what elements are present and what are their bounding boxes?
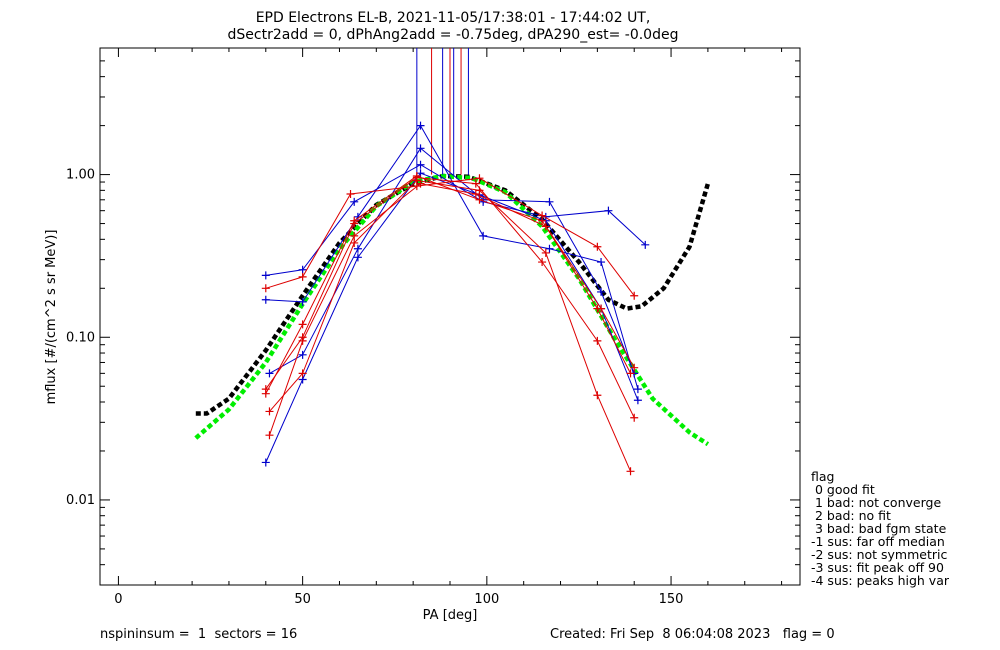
data-point [350,231,359,240]
blue-series-line [265,124,639,390]
red-series-line [265,176,635,419]
chart-title-line1: EPD Electrons EL-B, 2021-11-05/17:38:01 … [256,10,651,26]
x-tick-label: 150 [659,592,684,607]
red-series-line [269,183,631,436]
data-point [416,144,425,153]
data-point [641,240,650,249]
legend-item: -4 sus: peaks high var [811,573,950,588]
data-point [416,179,425,188]
data-point [346,189,355,198]
legend-item: 3 bad: bad fgm state [811,521,947,536]
legend-item: 1 bad: not converge [811,495,942,510]
data-series [261,121,650,476]
data-point [633,396,642,405]
data-point [350,238,359,247]
data-point [630,363,639,372]
legend-item: -2 sus: not symmetric [811,547,948,562]
data-point [538,258,547,267]
blue-series-line [269,147,635,374]
data-point [265,369,274,378]
legend-title: flag [811,469,835,484]
x-tick-label: 0 [114,592,122,607]
data-point [298,297,307,306]
legend-item: -3 sus: fit peak off 90 [811,560,944,575]
data-point [471,179,480,188]
data-point [350,216,359,225]
data-point [626,369,635,378]
data-point [261,458,270,467]
data-point [597,287,606,296]
data-point [261,284,270,293]
black-fit-curve [195,173,711,416]
chart-title-line2: dSectr2add = 0, dPhAng2add = -0.75deg, d… [228,27,679,43]
legend-item: 2 bad: no fit [811,508,891,523]
data-point [416,160,425,169]
data-point [597,304,606,313]
y-axis-label: mflux [#/(cm^2 s sr MeV)] [44,230,59,405]
data-point [261,389,270,398]
data-point [597,258,606,267]
data-point [416,121,425,130]
y-tick-label: 0.01 [66,493,95,508]
data-point [630,291,639,300]
data-point [265,431,274,440]
data-point [593,391,602,400]
data-point [298,272,307,281]
data-point [626,467,635,476]
red-series-line [265,177,635,297]
data-point [353,253,362,262]
data-point [604,206,613,215]
footer-created: Created: Fri Sep 8 06:04:08 2023 flag = … [550,627,835,642]
data-point [298,320,307,329]
y-tick-label: 0.10 [66,330,95,345]
data-point [261,295,270,304]
data-point [541,248,550,257]
green-fit-curve [194,173,710,447]
blue-series-line [265,172,639,463]
data-point [412,172,421,181]
data-point [545,244,554,253]
data-point [350,197,359,206]
data-point [538,216,547,225]
data-point [633,385,642,394]
footer-settings: nspininsum = 1 sectors = 16 [100,627,298,642]
data-point [475,174,484,183]
vertical-markers [416,48,469,175]
blue-series-line [265,164,646,276]
legend-item: -1 sus: far off median [811,534,945,549]
data-point [593,242,602,251]
data-point [545,197,554,206]
data-point [353,244,362,253]
fit-curves [194,173,711,447]
flag-legend: flag 0 good fit 1 bad: not converge 2 ba… [811,470,949,587]
data-point [593,336,602,345]
red-series-line [265,175,635,394]
data-point [471,189,480,198]
legend-item: 0 good fit [811,482,875,497]
data-point [475,195,484,204]
data-point [298,369,307,378]
data-point [298,350,307,359]
x-axis-label: PA [deg] [423,608,478,623]
data-point [265,407,274,416]
red-series-line [269,179,631,472]
data-point [630,413,639,422]
y-tick-label: 1.00 [66,168,95,183]
data-point [475,186,484,195]
data-point [479,231,488,240]
axis-ticks: 0 50 100 150 0.01 0.10 1.00 [66,47,800,607]
data-point [261,271,270,280]
x-tick-label: 100 [474,592,499,607]
x-tick-label: 50 [294,592,311,607]
data-point [298,336,307,345]
data-point [298,265,307,274]
